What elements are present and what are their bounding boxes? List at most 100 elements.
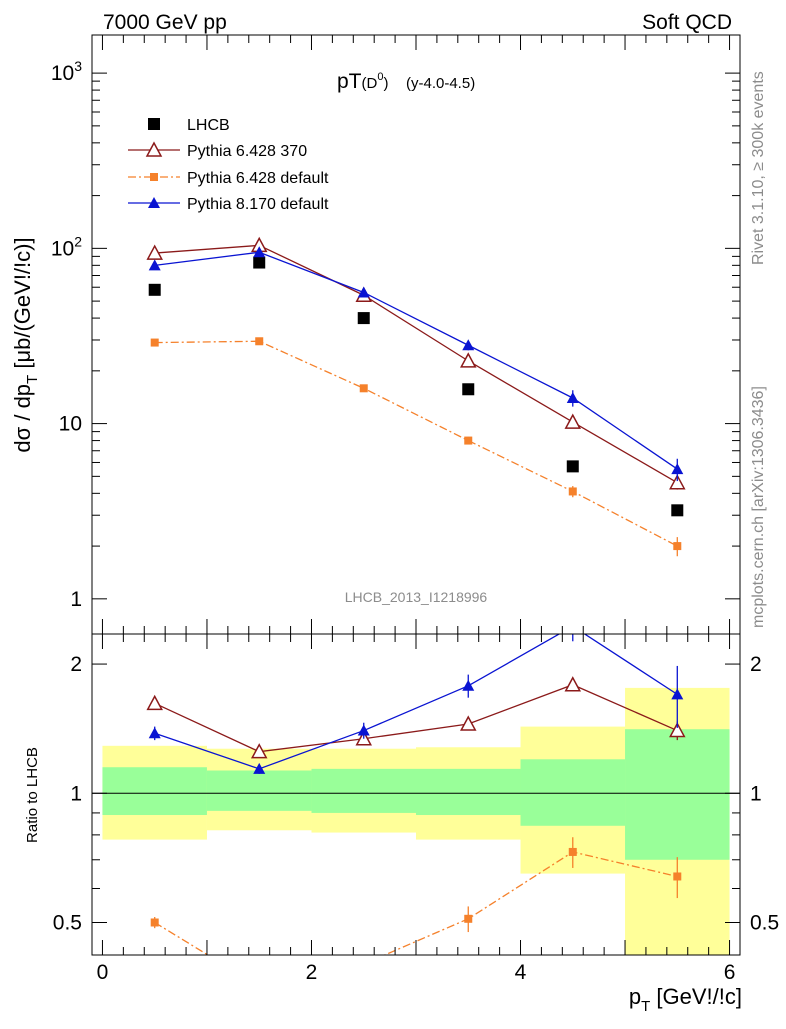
y-tick-label-ratio-left: 1 bbox=[70, 782, 82, 805]
marker-filled-triangle bbox=[357, 724, 370, 736]
uncertainty-band-inner bbox=[416, 768, 521, 816]
y-tick-label-ratio-right: 0.5 bbox=[750, 911, 779, 934]
x-axis-label: pT [GeV!/!c] bbox=[629, 984, 742, 1015]
plot-title-paren-close: ) bbox=[383, 75, 388, 92]
marker-filled-triangle bbox=[671, 463, 684, 475]
legend-label: Pythia 6.428 default bbox=[187, 170, 329, 187]
y-tick-label-base: 1 bbox=[70, 588, 82, 611]
marker-filled-triangle bbox=[148, 727, 161, 739]
plot-title-paren-open: ( bbox=[362, 75, 367, 92]
y-tick-label-base: 10 bbox=[59, 413, 82, 436]
y-tick-label-base: 10 bbox=[51, 237, 74, 260]
marker-open-triangle bbox=[460, 352, 477, 368]
x-axis-label-units: [GeV!/!c] bbox=[650, 984, 742, 1009]
marker-filled-triangle bbox=[148, 259, 161, 271]
marker-small-square bbox=[673, 872, 682, 881]
y-axis-label-main: dσ / dp bbox=[10, 384, 35, 453]
plot-title-sup: 0 bbox=[377, 71, 383, 83]
ratio-line-p6_370 bbox=[154, 684, 678, 753]
marker-small-square bbox=[150, 173, 158, 181]
uncertainty-band-inner bbox=[206, 770, 312, 811]
marker-open-triangle bbox=[564, 676, 582, 692]
marker-filled-triangle bbox=[253, 762, 266, 774]
y-axis-label-units: [μb/(GeV!/!c)] bbox=[10, 237, 35, 374]
ratio-y-axis-label: Ratio to LHCB bbox=[24, 747, 41, 843]
plot-title-main: pT bbox=[337, 70, 362, 93]
marker-filled-triangle bbox=[567, 620, 579, 631]
series-ratio-p6_370 bbox=[146, 676, 686, 759]
marker-filled-triangle bbox=[357, 286, 370, 298]
marker-filled-triangle bbox=[148, 197, 160, 208]
header-left: 7000 GeV pp bbox=[103, 11, 227, 34]
y-tick-label-main: 1 bbox=[70, 588, 82, 611]
legend-item-p6_def: Pythia 6.428 default bbox=[128, 170, 329, 187]
plot-title-d: D bbox=[367, 75, 378, 92]
marker-open-triangle bbox=[564, 413, 582, 429]
svg-text:pT(D0): pT(D0) bbox=[337, 70, 388, 93]
legend-item-p8_def: Pythia 8.170 default bbox=[128, 196, 329, 213]
marker-square bbox=[148, 283, 161, 296]
marker-open-triangle bbox=[145, 141, 163, 157]
ratio-panel bbox=[91, 620, 741, 956]
marker-small-square bbox=[464, 914, 473, 923]
ratio-plot-area bbox=[92, 620, 740, 955]
analysis-watermark: LHCB_2013_I1218996 bbox=[345, 589, 488, 605]
x-axis-label-main: p bbox=[629, 984, 641, 1009]
marker-small-square bbox=[673, 542, 682, 551]
x-tick-label: 2 bbox=[306, 961, 318, 984]
x-tick-label: 0 bbox=[97, 961, 109, 984]
marker-open-triangle bbox=[669, 721, 686, 738]
marker-filled-triangle bbox=[671, 688, 684, 700]
marker-small-square bbox=[359, 384, 368, 393]
marker-square bbox=[566, 460, 579, 473]
series-line-p6_def bbox=[154, 340, 678, 547]
y-tick-label-base: 10 bbox=[51, 62, 74, 85]
y-tick-label-ratio-right: 1 bbox=[750, 782, 762, 805]
ratio-line-p8_def bbox=[154, 634, 678, 770]
uncertainty-band-inner bbox=[520, 759, 626, 826]
marker-open-triangle bbox=[460, 715, 477, 731]
header-right: Soft QCD bbox=[642, 11, 732, 34]
legend: LHCB Pythia 6.428 370 Pythia 6.428 default… bbox=[128, 117, 329, 213]
uncertainty-band-inner bbox=[102, 767, 207, 816]
x-axis-label-sub: T bbox=[641, 998, 650, 1015]
y-tick-label-main: 10 bbox=[59, 413, 82, 436]
x-tick-label: 6 bbox=[724, 961, 736, 984]
series-main-p6_def bbox=[150, 337, 682, 557]
marker-open-triangle bbox=[669, 474, 686, 490]
marker-small-square bbox=[150, 338, 159, 347]
marker-filled-triangle bbox=[566, 391, 579, 403]
marker-square bbox=[357, 312, 370, 325]
y-axis-label-sub: T bbox=[24, 375, 41, 384]
series-line-p8_def bbox=[154, 251, 678, 470]
plot-title: pT(D0) (y-4.0-4.5) bbox=[337, 70, 475, 93]
marker-square bbox=[671, 504, 684, 517]
marker-open-triangle bbox=[146, 244, 163, 260]
main-ticks bbox=[92, 35, 740, 634]
rivet-label: Rivet 3.1.10, ≥ 300k events bbox=[750, 71, 767, 265]
marker-square bbox=[253, 256, 266, 269]
marker-small-square bbox=[464, 436, 473, 445]
y-axis-label: dσ / dpT [μb/(GeV!/!c)] bbox=[10, 237, 41, 452]
marker-small-square bbox=[255, 337, 264, 346]
series-ratio-p6_def bbox=[150, 837, 682, 955]
y-tick-label-ratio-left: 2 bbox=[70, 653, 82, 676]
legend-label: Pythia 6.428 370 bbox=[187, 143, 307, 160]
marker-open-triangle bbox=[250, 743, 268, 759]
marker-square bbox=[148, 118, 160, 130]
y-tick-label-ratio-left: 0.5 bbox=[53, 911, 82, 934]
marker-filled-triangle bbox=[462, 679, 475, 691]
y-tick-label-main: 103 bbox=[51, 58, 82, 85]
ratio-line-p6_def bbox=[154, 851, 678, 955]
y-tick-label-exp: 2 bbox=[74, 233, 82, 249]
uncertainty-band-inner bbox=[625, 729, 730, 860]
marker-small-square bbox=[150, 918, 159, 927]
mcplots-label: mcplots.cern.ch [arXiv:1306.3436] bbox=[750, 386, 767, 628]
plot-title-sub: (y-4.0-4.5) bbox=[406, 75, 475, 92]
series-line-p6_370 bbox=[154, 244, 678, 484]
marker-open-triangle bbox=[146, 694, 163, 711]
marker-small-square bbox=[568, 487, 577, 496]
marker-square bbox=[462, 383, 475, 396]
main-panel bbox=[91, 34, 741, 635]
marker-small-square bbox=[568, 847, 577, 856]
